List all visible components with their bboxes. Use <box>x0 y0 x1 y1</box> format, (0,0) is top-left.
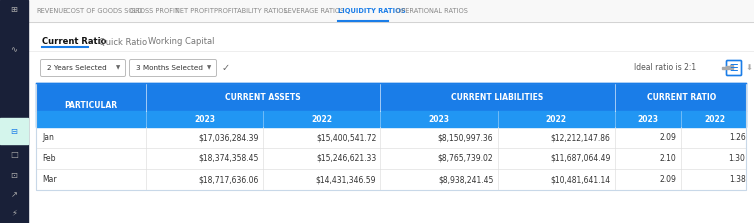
Text: NET PROFIT: NET PROFIT <box>175 8 213 14</box>
Text: 2023: 2023 <box>428 114 449 124</box>
Text: $15,400,541.72: $15,400,541.72 <box>316 133 376 142</box>
Text: Ideal ratio is 2:1: Ideal ratio is 2:1 <box>634 64 696 72</box>
Text: ⊞: ⊞ <box>11 6 17 14</box>
Text: ⊟: ⊟ <box>11 126 17 136</box>
Text: REVENUE: REVENUE <box>36 8 67 14</box>
Text: $17,036,284.39: $17,036,284.39 <box>199 133 259 142</box>
Text: $11,687,064.49: $11,687,064.49 <box>550 154 611 163</box>
Text: $15,246,621.33: $15,246,621.33 <box>316 154 376 163</box>
Bar <box>32 26 750 219</box>
FancyBboxPatch shape <box>41 60 125 76</box>
Text: ⬇: ⬇ <box>746 64 752 72</box>
Bar <box>36 111 746 127</box>
Text: 3 Months Selected: 3 Months Selected <box>136 65 203 71</box>
Text: 2023: 2023 <box>194 114 215 124</box>
Text: PARTICULAR: PARTICULAR <box>64 101 118 109</box>
Bar <box>36 148 746 169</box>
Text: $18,717,636.06: $18,717,636.06 <box>199 175 259 184</box>
Text: $18,374,358.45: $18,374,358.45 <box>199 154 259 163</box>
Text: Current Ratio: Current Ratio <box>42 37 106 47</box>
Text: CURRENT LIABILITIES: CURRENT LIABILITIES <box>452 93 544 101</box>
Text: ∿: ∿ <box>11 45 17 54</box>
Text: 2022: 2022 <box>546 114 566 124</box>
Text: $14,431,346.59: $14,431,346.59 <box>316 175 376 184</box>
Text: $8,938,241.45: $8,938,241.45 <box>438 175 494 184</box>
Text: 2023: 2023 <box>637 114 658 124</box>
Text: ▼: ▼ <box>207 66 211 70</box>
Bar <box>36 127 746 148</box>
Text: GROSS PROFIT: GROSS PROFIT <box>130 8 179 14</box>
Text: □: □ <box>10 151 18 159</box>
Bar <box>0 0 28 223</box>
Text: ↗: ↗ <box>11 190 17 200</box>
Text: LIQUIDITY RATIOS: LIQUIDITY RATIOS <box>339 8 406 14</box>
Text: ⚡: ⚡ <box>11 209 17 217</box>
Bar <box>28 0 754 22</box>
Text: Working Capital: Working Capital <box>149 37 215 47</box>
Text: ✓: ✓ <box>222 63 230 73</box>
Bar <box>36 83 746 190</box>
Text: 2.09: 2.09 <box>660 133 676 142</box>
Text: 2.10: 2.10 <box>660 154 676 163</box>
Text: $8,765,739.02: $8,765,739.02 <box>438 154 494 163</box>
Text: ☰: ☰ <box>730 63 738 73</box>
Text: $12,212,147.86: $12,212,147.86 <box>550 133 611 142</box>
Text: CURRENT RATIO: CURRENT RATIO <box>648 93 717 101</box>
FancyBboxPatch shape <box>130 60 216 76</box>
Bar <box>722 67 725 69</box>
Text: $10,481,641.14: $10,481,641.14 <box>550 175 611 184</box>
Text: Feb: Feb <box>42 154 56 163</box>
Text: 1.38: 1.38 <box>729 175 746 184</box>
FancyBboxPatch shape <box>727 60 741 76</box>
Text: 2022: 2022 <box>311 114 333 124</box>
Bar <box>730 65 733 69</box>
Bar <box>726 66 729 69</box>
Text: 2022: 2022 <box>705 114 725 124</box>
Text: $8,150,997.36: $8,150,997.36 <box>438 133 494 142</box>
Text: PROFITABILITY RATIOS: PROFITABILITY RATIOS <box>213 8 287 14</box>
Text: ⊡: ⊡ <box>11 171 17 180</box>
Text: ▼: ▼ <box>116 66 120 70</box>
Text: 2.09: 2.09 <box>660 175 676 184</box>
Bar <box>36 169 746 190</box>
Text: OPERATIONAL RATIOS: OPERATIONAL RATIOS <box>396 8 467 14</box>
Bar <box>36 83 746 111</box>
Text: LEVERAGE RATIOS: LEVERAGE RATIOS <box>284 8 344 14</box>
Text: 2 Years Selected: 2 Years Selected <box>47 65 107 71</box>
Text: Quick Ratio: Quick Ratio <box>99 37 147 47</box>
Bar <box>0 118 28 144</box>
Text: COST OF GOODS SOLD: COST OF GOODS SOLD <box>66 8 142 14</box>
Text: Mar: Mar <box>42 175 57 184</box>
Text: CURRENT ASSETS: CURRENT ASSETS <box>225 93 301 101</box>
Text: Jan: Jan <box>42 133 54 142</box>
Text: 1.26: 1.26 <box>729 133 746 142</box>
Text: 1.30: 1.30 <box>728 154 746 163</box>
